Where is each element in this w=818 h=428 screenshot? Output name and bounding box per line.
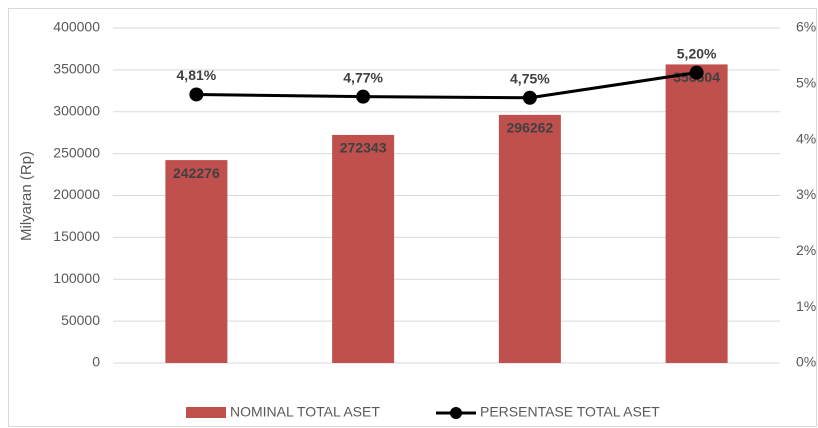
line <box>196 71 697 100</box>
line-value-label: 4,77% <box>343 69 383 85</box>
bar <box>332 134 395 363</box>
bar <box>165 160 228 363</box>
y-tick-label: 50000 <box>61 312 100 328</box>
legend-label: PERSENTASE TOTAL ASET <box>480 404 660 420</box>
y2-tick-label: 1% <box>796 298 816 314</box>
line-value-label: 4,75% <box>510 70 550 86</box>
y-tick-label: 150000 <box>53 228 100 244</box>
y-tick-label: 200000 <box>53 186 100 202</box>
y2-tick-label: 5% <box>796 75 816 91</box>
line-value-label: 4,81% <box>177 67 217 83</box>
line-marker <box>522 90 537 105</box>
bar <box>498 114 561 363</box>
y2-tick-label: 3% <box>796 186 816 202</box>
bar-value-label: 242276 <box>173 165 220 181</box>
y2-tick-label: 6% <box>796 19 816 35</box>
y-axis-title: Milyaran (Rp) <box>18 151 35 241</box>
y-tick-label: 300000 <box>53 102 100 118</box>
line-marker <box>689 65 704 80</box>
y-tick-label: 400000 <box>53 19 100 35</box>
bar <box>665 64 728 363</box>
y-tick-label: 350000 <box>53 61 100 77</box>
y2-tick-label: 4% <box>796 130 816 146</box>
y2-tick-label: 2% <box>796 242 816 258</box>
legend-swatch <box>186 407 226 418</box>
legend-label: NOMINAL TOTAL ASET <box>230 404 380 420</box>
y-tick-label: 100000 <box>53 270 100 286</box>
y2-tick-label: 0% <box>796 354 816 370</box>
y-tick-label: 250000 <box>53 144 100 160</box>
y-tick-label: 0 <box>92 354 100 370</box>
line-marker <box>356 89 371 104</box>
bar-value-label: 296262 <box>507 120 554 136</box>
legend-marker <box>450 407 462 419</box>
line-value-label: 5,20% <box>677 45 717 61</box>
bar-value-label: 272343 <box>340 140 387 156</box>
line-marker <box>189 87 204 102</box>
